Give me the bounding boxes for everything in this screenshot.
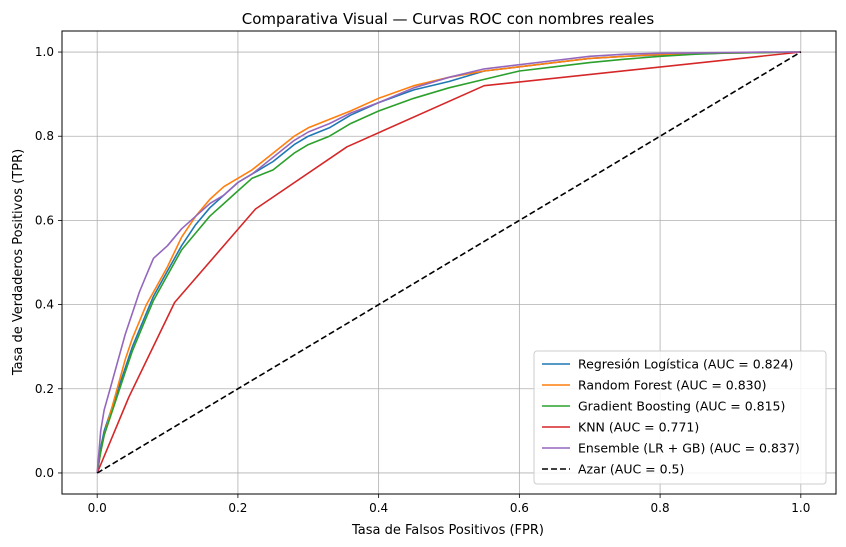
- legend-label: Ensemble (LR + GB) (AUC = 0.837): [578, 441, 800, 456]
- x-tick-label: 0.8: [651, 501, 670, 515]
- plot-frame: [61, 30, 837, 495]
- ticks: 0.0 0.2 0.4 0.6 0.8 1.0 0.0 0.2 0.4 0.6 0.8 1.0: [35, 45, 810, 515]
- y-tick-label: 0.2: [35, 382, 54, 396]
- legend-label: Random Forest (AUC = 0.830): [578, 378, 766, 393]
- y-tick-label: 0.0: [35, 466, 54, 480]
- legend-label: KNN (AUC = 0.771): [578, 420, 699, 435]
- x-axis-label: Tasa de Falsos Positivos (FPR): [351, 523, 544, 538]
- series-line-random-forest: [96, 51, 801, 474]
- y-tick-label: 1.0: [35, 45, 54, 59]
- x-tick-label: 0.4: [369, 501, 388, 515]
- x-tick-label: 0.6: [510, 501, 529, 515]
- legend-box: [533, 350, 827, 485]
- series-line-knn: [96, 51, 801, 474]
- legend-label: Gradient Boosting (AUC = 0.815): [578, 399, 785, 414]
- series-line-gradient-boosting: [96, 51, 801, 474]
- x-tick-label: 0.2: [228, 501, 247, 515]
- legend-label: Azar (AUC = 0.5): [578, 462, 684, 477]
- chart-title: Comparativa Visual — Curvas ROC con nomb…: [242, 10, 655, 28]
- series-line-ensemble: [96, 51, 801, 474]
- y-tick-label: 0.6: [35, 213, 54, 227]
- y-tick-label: 0.8: [35, 129, 54, 143]
- legend-label: Regresión Logística (AUC = 0.824): [578, 357, 793, 372]
- x-tick-label: 0.0: [88, 501, 107, 515]
- series-line-azar: [96, 51, 802, 474]
- y-tick-label: 0.4: [35, 298, 54, 312]
- y-axis-label: Tasa de Verdaderos Positivos (TPR): [11, 149, 26, 376]
- x-tick-label: 1.0: [791, 501, 810, 515]
- legend: Regresión Logística (AUC = 0.824) Random …: [533, 350, 827, 485]
- series-layer: [96, 51, 802, 474]
